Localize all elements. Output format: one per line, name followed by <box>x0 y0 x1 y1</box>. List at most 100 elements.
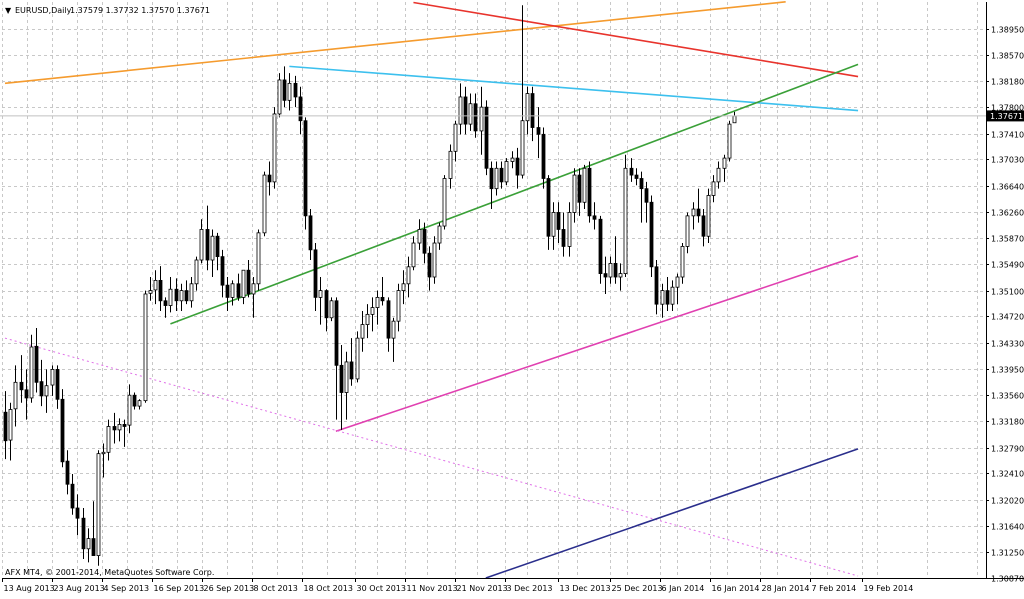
candle-body-bear <box>577 174 582 203</box>
candle <box>8 402 13 461</box>
candle-body-bear <box>530 93 535 128</box>
candle <box>670 280 675 311</box>
y-tick-label: 1.33950 <box>991 366 1024 375</box>
candle-body-bear <box>473 103 478 132</box>
y-tick-label: 1.30870 <box>991 575 1024 584</box>
candle-body-bear <box>282 79 287 101</box>
candle <box>96 450 101 566</box>
candle <box>515 147 520 189</box>
candle-body-bull <box>194 259 199 285</box>
symbol-label: EURUSD,Daily <box>15 6 72 15</box>
candle-body-bull <box>96 453 101 556</box>
candle <box>598 215 603 284</box>
candle-body-bear <box>649 201 654 268</box>
candle-body-bear <box>556 212 561 230</box>
candle <box>55 365 60 409</box>
candle-body-bear <box>70 483 75 509</box>
candle <box>122 419 127 447</box>
candle <box>458 83 463 135</box>
candle-body-bull <box>572 174 577 213</box>
candle <box>375 290 380 325</box>
candle-body-bull <box>525 93 530 122</box>
candle <box>65 450 70 495</box>
current-price-badge <box>987 110 1024 122</box>
candle-body-bear <box>75 507 80 519</box>
y-tick-label: 1.35100 <box>991 288 1024 297</box>
candle <box>29 334 34 403</box>
candle-body-bull <box>406 266 411 285</box>
candle <box>639 171 644 223</box>
candle-body-bull <box>50 369 55 386</box>
candle <box>39 359 44 407</box>
candle-body-bear <box>334 300 339 366</box>
candle <box>355 331 360 383</box>
candle <box>644 181 649 223</box>
candle-body-bear <box>313 249 318 298</box>
candle <box>194 256 199 291</box>
candle <box>143 290 148 403</box>
red-trendline <box>413 1 859 78</box>
candle-body-bull <box>230 283 235 298</box>
candle-body-bull <box>680 246 685 278</box>
x-tick-label: 13 Dec 2013 <box>560 584 611 593</box>
y-tick-label: 1.37800 <box>991 104 1024 113</box>
candle <box>417 219 422 250</box>
candle <box>44 369 49 413</box>
candle <box>727 120 732 162</box>
candle <box>324 289 329 332</box>
candle-body-bear <box>81 517 86 550</box>
candle-body-bear <box>236 283 241 298</box>
candle-body-bear <box>541 133 546 179</box>
y-tick-label: 1.33560 <box>991 392 1024 401</box>
candle-body-bear <box>225 284 230 298</box>
candle-body-bear <box>696 208 701 217</box>
x-tick-label: 25 Dec 2013 <box>612 584 663 593</box>
candle <box>298 86 303 135</box>
candle <box>256 229 261 291</box>
candle <box>287 73 292 111</box>
candle <box>3 391 8 460</box>
candle-body-bear <box>603 273 608 278</box>
candle <box>101 443 106 478</box>
candle <box>572 168 577 223</box>
candle-body-bear <box>629 167 634 176</box>
trendlines <box>4 1 859 578</box>
candle <box>489 161 494 210</box>
candle-body-bear <box>293 82 298 98</box>
candle <box>308 209 313 261</box>
candle <box>556 202 561 244</box>
candle <box>541 127 546 189</box>
candle <box>34 327 39 393</box>
candle-body-bull <box>272 113 277 183</box>
candle <box>148 277 153 301</box>
magenta-trendline <box>335 255 859 432</box>
candle-body-bull <box>391 320 396 339</box>
candle-body-bear <box>184 290 189 302</box>
candle <box>210 229 215 278</box>
candle-body-bull <box>458 96 463 125</box>
y-tick-label: 1.32790 <box>991 445 1024 454</box>
candle-body-bull <box>660 290 665 305</box>
candle <box>546 175 551 250</box>
candle <box>494 161 499 196</box>
orange-trendline <box>4 1 786 85</box>
candle <box>499 161 504 189</box>
candle-body-bull <box>148 290 153 294</box>
candle-body-bull <box>210 235 215 261</box>
candle <box>701 209 706 247</box>
candle-body-bull <box>329 300 334 319</box>
symbol-arrow-icon[interactable]: ▼ <box>5 6 12 15</box>
candle <box>70 474 75 515</box>
candle-body-bull <box>551 212 556 237</box>
candle-body-bear <box>644 188 649 203</box>
candle-body-bull <box>256 232 261 285</box>
candle <box>199 219 204 264</box>
candle-body-bear <box>654 266 659 305</box>
candle <box>313 243 318 311</box>
y-tick-label: 1.34330 <box>991 340 1024 349</box>
candle <box>282 66 287 108</box>
candle <box>106 419 111 461</box>
candles <box>3 5 737 566</box>
